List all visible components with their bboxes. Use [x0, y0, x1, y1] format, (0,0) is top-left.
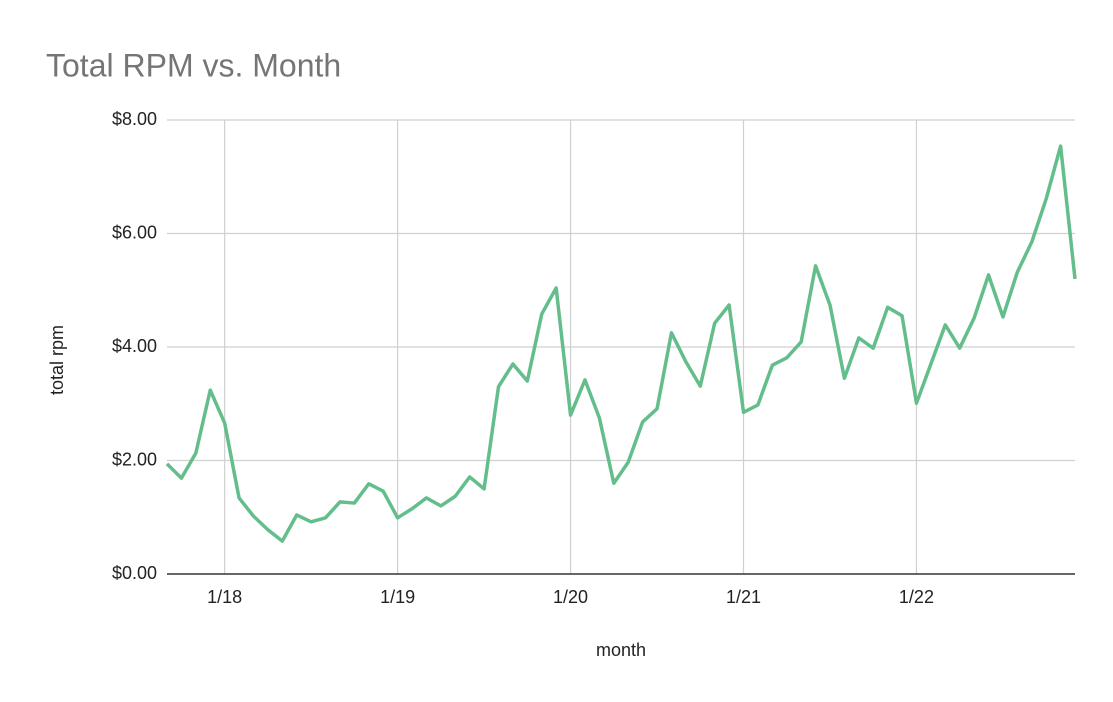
y-tick-label: $0.00 [112, 563, 157, 583]
data-line [165, 144, 1077, 543]
y-tick-label: $6.00 [112, 222, 157, 242]
y-axis-label: total rpm [47, 325, 67, 395]
x-tick-label: 1/20 [553, 587, 588, 607]
x-tick-label: 1/19 [380, 587, 415, 607]
x-tick-label: 1/18 [207, 587, 242, 607]
x-tick-label: 1/21 [726, 587, 761, 607]
chart-title: Total RPM vs. Month [46, 47, 341, 83]
x-tick-label: 1/22 [899, 587, 934, 607]
y-tick-label: $2.00 [112, 449, 157, 469]
y-tick-label: $8.00 [112, 109, 157, 129]
x-axis-label: month [596, 640, 646, 660]
y-tick-label: $4.00 [112, 336, 157, 356]
